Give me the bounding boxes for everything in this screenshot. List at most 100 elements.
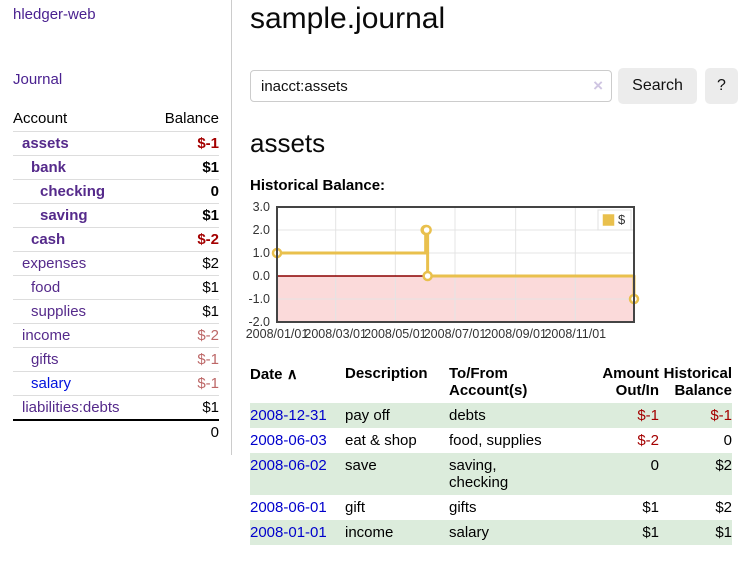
transaction-description: save (345, 457, 377, 474)
historical-balance-chart: 3.0 2.0 1.0 0.0 -1.0 -2.02008/01/012008/03/01… (246, 200, 640, 341)
column-header-description: Description (345, 365, 428, 382)
account-row: salary $-1 (13, 371, 219, 395)
column-header-date[interactable]: Date ∧ (250, 366, 298, 383)
account-balance: $1 (202, 207, 219, 224)
transaction-date-link[interactable]: 2008-06-02 (250, 457, 327, 474)
transaction-description: income (345, 524, 394, 541)
svg-text:2008/11/01: 2008/11/01 (544, 327, 606, 341)
transaction-accounts: food, supplies (449, 432, 542, 449)
transaction-accounts: saving, checking (449, 457, 509, 491)
transaction-date-link[interactable]: 2008-12-31 (250, 407, 327, 424)
account-row: bank $1 (13, 155, 219, 179)
account-balance: $1 (202, 399, 219, 416)
account-balance: $-1 (197, 375, 219, 392)
transaction-row: 2008-01-01 income salary $1 $1 (250, 520, 732, 545)
column-header-amount: Amount Out/In (602, 365, 659, 399)
accounts-total-row: 0 (13, 419, 219, 444)
chart-title: Historical Balance: (250, 177, 386, 194)
transaction-description: eat & shop (345, 432, 417, 449)
account-row: expenses $2 (13, 251, 219, 275)
transaction-accounts: debts (449, 407, 486, 424)
svg-text:2.0: 2.0 (253, 223, 270, 237)
transaction-balance: $2 (715, 499, 732, 516)
transaction-amount: $1 (642, 524, 659, 541)
account-balance: $1 (202, 303, 219, 320)
sidebar-account-link[interactable]: expenses (22, 255, 87, 272)
sidebar-account-link[interactable]: supplies (31, 303, 87, 320)
svg-text:2008/09/01: 2008/09/01 (484, 327, 547, 341)
account-balance: 0 (210, 183, 219, 200)
account-balance: $1 (202, 159, 219, 176)
sidebar-account-link[interactable]: saving (40, 207, 88, 224)
account-row: assets $-1 (13, 131, 219, 155)
legend-label: $ (618, 212, 626, 227)
account-balance: $1 (202, 279, 219, 296)
sidebar-item-journal[interactable]: Journal (13, 71, 63, 88)
transaction-amount: $1 (642, 499, 659, 516)
account-row: food $1 (13, 275, 219, 299)
account-row: gifts $-1 (13, 347, 219, 371)
svg-text:3.0: 3.0 (253, 200, 270, 214)
search-box: × (250, 70, 612, 102)
sidebar-account-link[interactable]: bank (31, 159, 67, 176)
transaction-row: 2008-06-03 eat & shop food, supplies $-2 0 (250, 428, 732, 453)
register-table: Date ∧ Description To/From Account(s) Am… (250, 363, 732, 545)
transaction-amount: 0 (650, 457, 659, 474)
sidebar-account-link[interactable]: food (31, 279, 61, 296)
sidebar-divider (231, 0, 232, 455)
accounts-table-header: Account Balance (13, 107, 219, 131)
transaction-date-link[interactable]: 2008-06-01 (250, 499, 327, 516)
account-row: supplies $1 (13, 299, 219, 323)
account-row: income $-2 (13, 323, 219, 347)
svg-text:2008/07/01: 2008/07/01 (424, 327, 487, 341)
app-title-link[interactable]: hledger-web (13, 6, 96, 23)
sort-ascending-icon: ∧ (286, 366, 298, 383)
sidebar-account-link[interactable]: checking (40, 183, 106, 200)
transaction-date-link[interactable]: 2008-01-01 (250, 524, 327, 541)
transaction-balance: 0 (723, 432, 732, 449)
transaction-row: 2008-12-31 pay off debts $-1 $-1 (250, 403, 732, 428)
sidebar-account-link[interactable]: salary (31, 375, 72, 392)
svg-text:0.0: 0.0 (253, 269, 270, 283)
sidebar-account-link[interactable]: income (22, 327, 71, 344)
transaction-accounts: salary (449, 524, 490, 541)
transaction-description: pay off (345, 407, 390, 424)
transaction-description: gift (345, 499, 366, 516)
account-balance: $-1 (197, 135, 219, 152)
svg-text:2008/03/01: 2008/03/01 (304, 327, 367, 341)
transaction-amount: $-1 (637, 407, 659, 424)
clear-search-icon[interactable]: × (593, 76, 603, 95)
search-button[interactable]: Search (618, 68, 697, 104)
page-title: sample.journal (250, 2, 446, 35)
sidebar-account-link[interactable]: gifts (31, 351, 59, 368)
register-header-row: Date ∧ Description To/From Account(s) Am… (250, 363, 732, 403)
svg-text:-1.0: -1.0 (248, 292, 270, 306)
sidebar-account-link[interactable]: cash (31, 231, 66, 248)
account-row: cash $-2 (13, 227, 219, 251)
account-balance: $-2 (197, 231, 219, 248)
account-balance: $-2 (197, 327, 219, 344)
transaction-accounts: gifts (449, 499, 477, 516)
data-point-marker (421, 224, 432, 236)
data-point-marker (422, 270, 433, 282)
transaction-date-link[interactable]: 2008-06-03 (250, 432, 327, 449)
accounts-total-value: 0 (210, 424, 219, 441)
account-column-header: Account (13, 110, 68, 127)
sidebar-account-link[interactable]: assets (22, 135, 69, 152)
account-row: saving $1 (13, 203, 219, 227)
column-header-balance: Historical Balance (663, 365, 732, 399)
transaction-balance: $2 (715, 457, 732, 474)
search-form: × Search ? (250, 68, 742, 104)
transaction-row: 2008-06-02 save saving, checking 0 $2 (250, 453, 732, 495)
svg-text:1.0: 1.0 (253, 246, 270, 260)
help-button[interactable]: ? (705, 68, 738, 104)
sidebar: hledger-web Journal Account Balance asse… (0, 0, 232, 582)
accounts-table: Account Balance assets $-1 bank $1 checking 0… (13, 107, 219, 444)
column-header-account: To/From Account(s) (449, 365, 528, 399)
sidebar-account-link[interactable]: liabilities:debts (22, 399, 120, 416)
search-input[interactable] (250, 70, 612, 102)
account-row: checking 0 (13, 179, 219, 203)
transaction-amount: $-2 (637, 432, 659, 449)
balance-column-header: Balance (164, 110, 219, 127)
